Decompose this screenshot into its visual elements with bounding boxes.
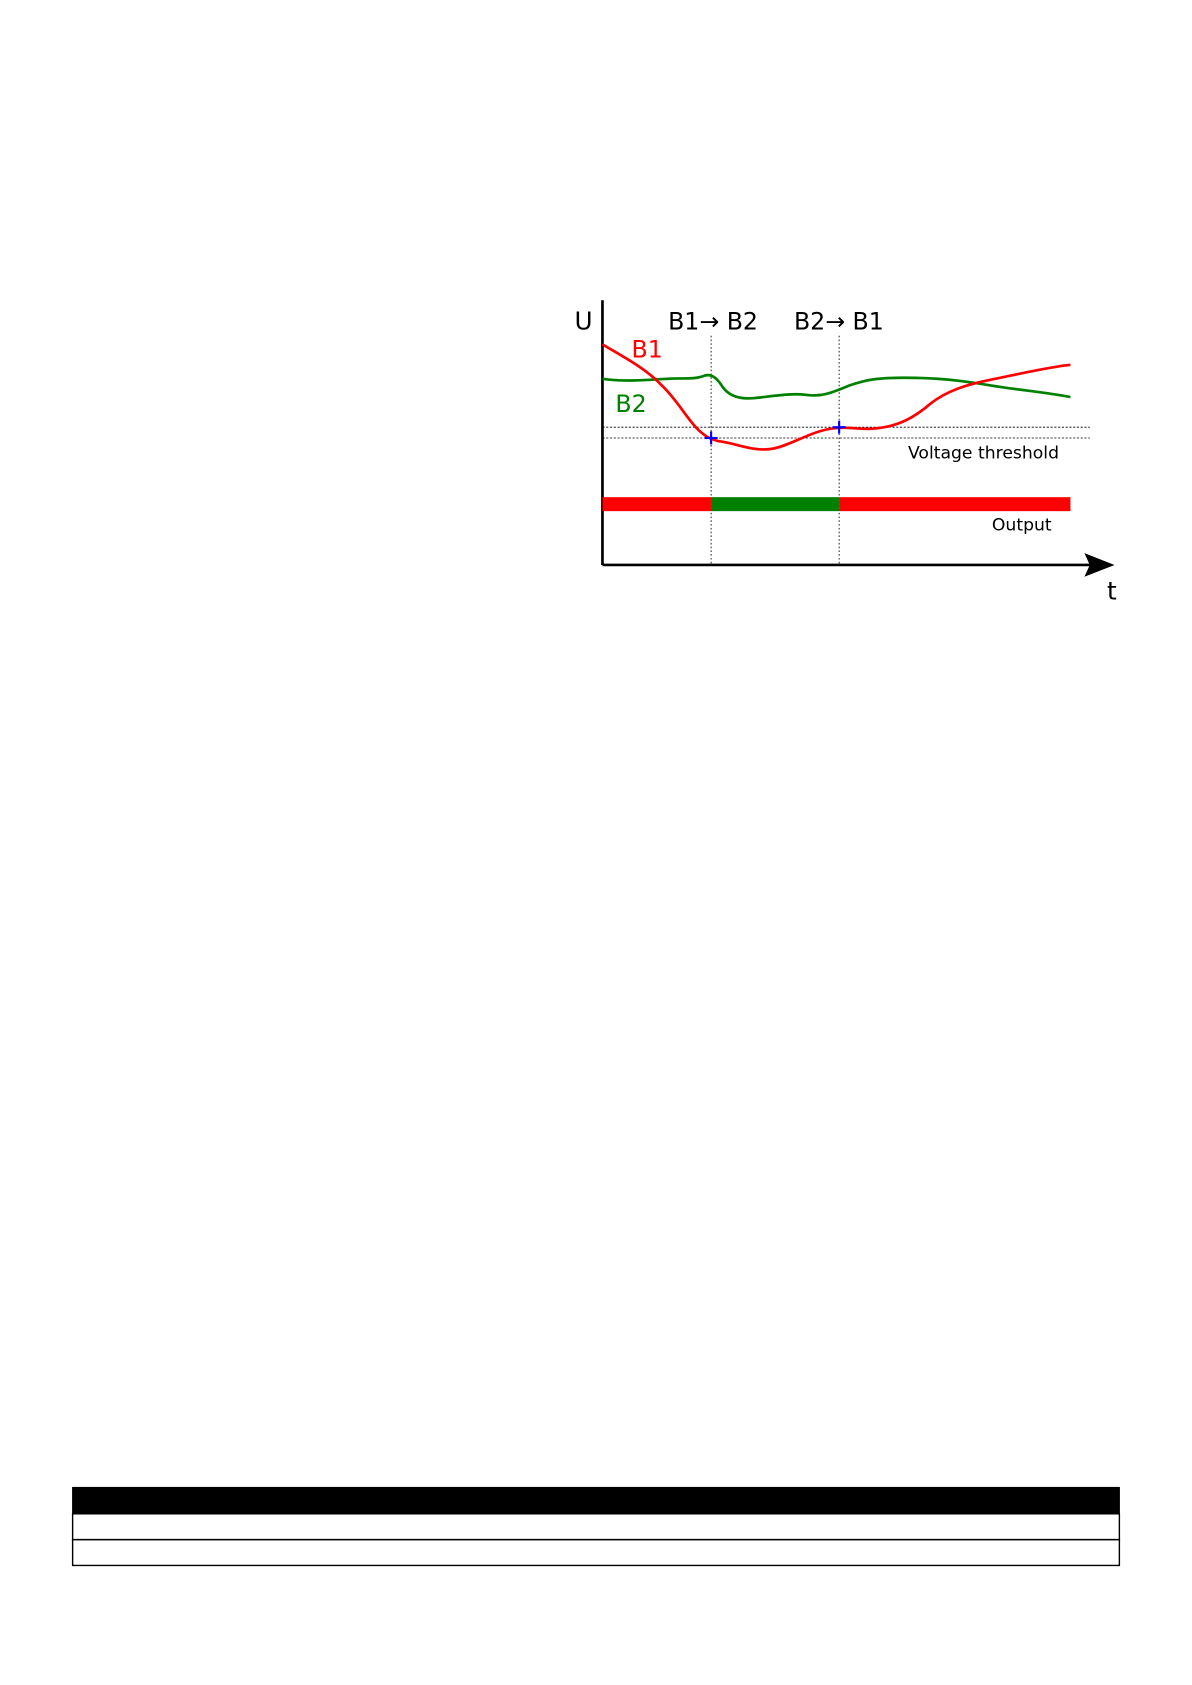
- b1-curve: [601, 343, 1071, 451]
- table-row: [71, 1513, 1121, 1541]
- output-bar-b1-start: [602, 497, 712, 512]
- b1-label: B1: [632, 335, 663, 363]
- crossing-marker-2-icon: [832, 420, 846, 434]
- b2-curve: [602, 373, 1071, 400]
- voltage-threshold-label: Voltage threshold: [908, 443, 1059, 463]
- crossing-marker-1-icon: [704, 431, 718, 445]
- x-axis-label: t: [1107, 576, 1117, 605]
- x-axis-arrow-icon: [1084, 553, 1115, 577]
- output-label: Output: [992, 516, 1052, 536]
- table-header: [72, 1486, 1120, 1514]
- empty-table: [71, 1486, 1121, 1567]
- transition-1-label: B1→ B2: [668, 307, 758, 335]
- y-axis-label: U: [574, 306, 592, 335]
- b2-label: B2: [615, 390, 646, 418]
- output-bar-b1-end: [839, 497, 1071, 512]
- output-bar-b2: [711, 497, 840, 512]
- transition-2-label: B2→ B1: [794, 307, 884, 335]
- table-row: [71, 1538, 1121, 1567]
